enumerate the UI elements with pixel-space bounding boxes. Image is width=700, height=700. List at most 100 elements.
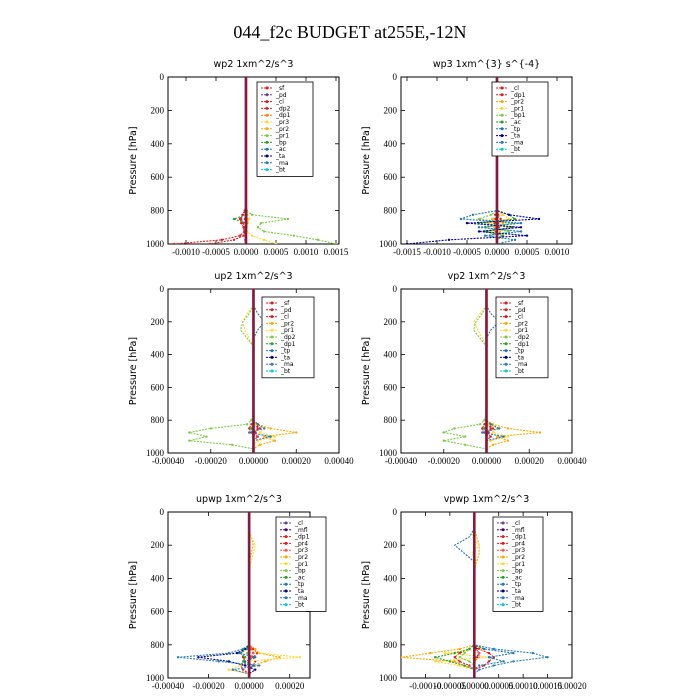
y-tick-label: 1000 [379, 673, 398, 683]
legend-marker [504, 315, 508, 319]
legend-marker [504, 342, 508, 346]
x-tick-label: 0.00040 [557, 456, 587, 466]
legend-label: _ta [514, 354, 524, 361]
panel-title: up2 1xm^2/s^3 [214, 271, 292, 282]
legend-marker [265, 134, 269, 138]
data-point [269, 427, 272, 430]
data-point [482, 647, 486, 651]
data-point [502, 435, 505, 438]
x-tick-label: 0.00000 [235, 681, 265, 691]
data-point [172, 242, 176, 244]
legend-label: _ta [275, 153, 285, 160]
data-point [447, 238, 451, 242]
legend-marker [501, 562, 505, 566]
data-point [232, 217, 236, 221]
data-point [507, 230, 511, 233]
legend-marker [284, 582, 288, 586]
legend-marker [270, 369, 274, 373]
data-point [252, 651, 255, 655]
data-point [243, 664, 247, 667]
x-tick-label: 0.0000 [485, 247, 510, 257]
legend-marker [270, 308, 274, 312]
data-point [295, 431, 298, 434]
legend-label: _ma [280, 361, 294, 368]
y-tick-label: 600 [384, 382, 398, 392]
legend-label: _cl [280, 314, 289, 321]
y-tick-label: 600 [384, 607, 398, 617]
data-point [512, 651, 515, 655]
data-point [269, 435, 272, 438]
legend-marker [284, 596, 288, 600]
legend-marker [270, 342, 274, 346]
data-point [250, 213, 254, 216]
series-line-dp2 [189, 289, 255, 453]
legend-label: _pr3 [294, 547, 308, 554]
data-point [491, 427, 495, 430]
x-tick-label: 0.00040 [324, 456, 354, 466]
data-point [506, 435, 510, 438]
legend-label: _pr2 [511, 554, 525, 561]
legend-marker [284, 521, 288, 525]
data-point [501, 221, 505, 225]
legend-label: _ac [275, 146, 286, 153]
legend-marker [501, 555, 505, 559]
data-point [256, 226, 260, 229]
y-tick-label: 200 [151, 105, 165, 115]
legend-label: _dp2 [514, 334, 530, 341]
data-point [519, 221, 523, 225]
data-point [231, 668, 235, 671]
legend-label: _ta [294, 588, 304, 595]
series-line-pr4 [473, 512, 495, 678]
legend-marker [265, 154, 269, 158]
data-point [292, 234, 296, 237]
y-tick-label: 800 [384, 640, 398, 650]
data-point [481, 431, 484, 434]
data-point [254, 647, 257, 651]
y-axis-label: Pressure [hPa] [128, 561, 139, 629]
y-tick-label: 800 [151, 415, 165, 425]
x-tick-label: 0.00000 [239, 456, 269, 466]
legend-label: _ma [511, 595, 525, 602]
legend-label: _pr2 [275, 126, 289, 133]
data-point [453, 656, 456, 659]
x-tick-label: 0.00020 [557, 681, 587, 691]
legend-label: _dp1 [275, 112, 291, 119]
x-tick-label: 0.00015 [533, 681, 563, 691]
legend-label: _pr3 [511, 547, 525, 554]
data-point [519, 226, 523, 229]
legend-label: _dp1 [280, 341, 296, 348]
data-point [458, 656, 461, 659]
data-point [442, 439, 445, 442]
data-point [465, 221, 469, 225]
data-point [208, 242, 212, 244]
data-point [453, 660, 456, 663]
legend-marker [284, 569, 288, 573]
panel-title: wp3 1xm^{3} s^{-4} [433, 59, 540, 70]
legend-marker [265, 140, 269, 144]
data-point [256, 423, 259, 426]
y-tick-label: 0 [393, 507, 398, 517]
data-point [477, 230, 481, 233]
y-tick-label: 0 [393, 284, 398, 294]
data-point [481, 427, 484, 430]
legend-label: _pr1 [510, 105, 524, 112]
series-line-pr1 [435, 512, 489, 678]
y-tick-label: 0 [393, 72, 398, 82]
y-tick-label: 1000 [146, 448, 165, 458]
series-group [176, 512, 302, 678]
legend-label: _ac [294, 574, 305, 581]
legend-marker [500, 140, 504, 144]
data-point [502, 660, 505, 663]
panel-6: vpwp 1xm^2/s^3 0 200 400 600 800 1000 Pressure … [361, 494, 587, 691]
legend-marker [504, 369, 508, 373]
legend-marker [284, 541, 288, 545]
legend-marker [501, 575, 505, 579]
data-point [477, 651, 481, 655]
data-point [477, 217, 481, 221]
legend-label: _pd [275, 92, 287, 99]
data-point [463, 651, 466, 655]
data-point [463, 443, 467, 446]
legend-marker [500, 147, 504, 151]
data-point [513, 238, 517, 242]
data-point [468, 660, 471, 663]
